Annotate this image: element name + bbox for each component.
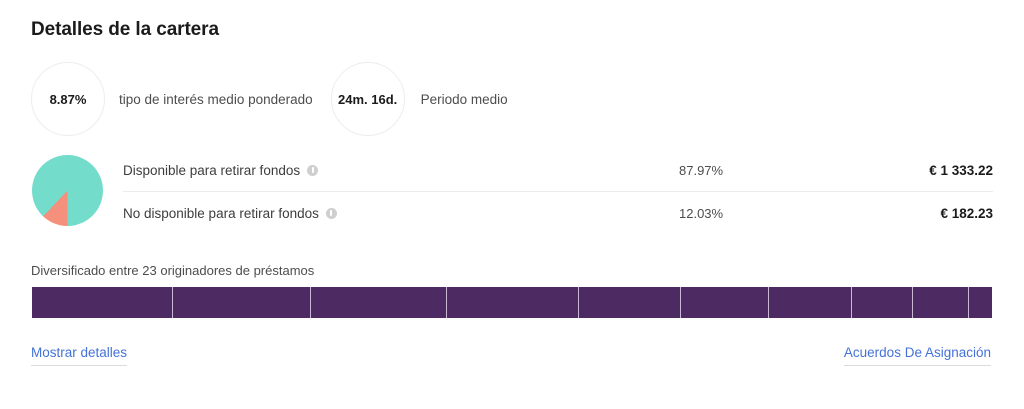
diversification-segment[interactable] — [681, 287, 769, 318]
metric-value: 8.87% — [49, 91, 87, 107]
diversification-label: Diversificado entre 23 originadores de p… — [31, 263, 315, 278]
table-row: Disponible para retirar fondos 87.97% € … — [123, 149, 993, 191]
info-icon[interactable] — [307, 164, 319, 176]
diversification-segment[interactable] — [447, 287, 579, 318]
breakdown-rows: Disponible para retirar fondos 87.97% € … — [123, 149, 993, 234]
show-details-link[interactable]: Mostrar detalles — [31, 344, 128, 366]
funds-availability-breakdown: Disponible para retirar fondos 87.97% € … — [31, 149, 993, 233]
metric-average-interest-rate: 8.87% tipo de interés medio ponderado — [31, 62, 313, 136]
diversification-segment[interactable] — [32, 287, 173, 318]
diversification-segment[interactable] — [852, 287, 913, 318]
metric-label: tipo de interés medio ponderado — [119, 91, 313, 107]
page-title: Detalles de la cartera — [31, 19, 219, 40]
diversification-segment[interactable] — [769, 287, 852, 318]
pie-chart-icon — [32, 155, 103, 226]
row-amount: € 1 333.22 — [929, 162, 993, 178]
diversification-segment[interactable] — [311, 287, 447, 318]
diversification-segment[interactable] — [969, 287, 992, 318]
diversification-segment[interactable] — [579, 287, 681, 318]
metric-average-period: 24m. 16d. Periodo medio — [330, 62, 508, 136]
row-label: No disponible para retirar fondos — [123, 205, 319, 221]
circle-badge-icon: 8.87% — [31, 62, 105, 136]
row-amount: € 182.23 — [940, 205, 993, 221]
table-row: No disponible para retirar fondos 12.03%… — [123, 191, 993, 234]
row-percent: 87.97% — [679, 162, 724, 178]
metric-label: Periodo medio — [420, 91, 508, 107]
metric-value: 24m. 16d. — [338, 91, 398, 107]
diversification-segment[interactable] — [913, 287, 969, 318]
diversification-bar[interactable] — [32, 287, 992, 318]
allocation-agreements-link[interactable]: Acuerdos De Asignación — [843, 344, 991, 366]
row-label: Disponible para retirar fondos — [123, 162, 301, 178]
portfolio-metrics: 8.87% tipo de interés medio ponderado 24… — [31, 62, 508, 136]
circle-badge-icon: 24m. 16d. — [330, 62, 405, 136]
row-percent: 12.03% — [679, 205, 724, 221]
diversification-segment[interactable] — [173, 287, 311, 318]
info-icon[interactable] — [325, 207, 337, 219]
